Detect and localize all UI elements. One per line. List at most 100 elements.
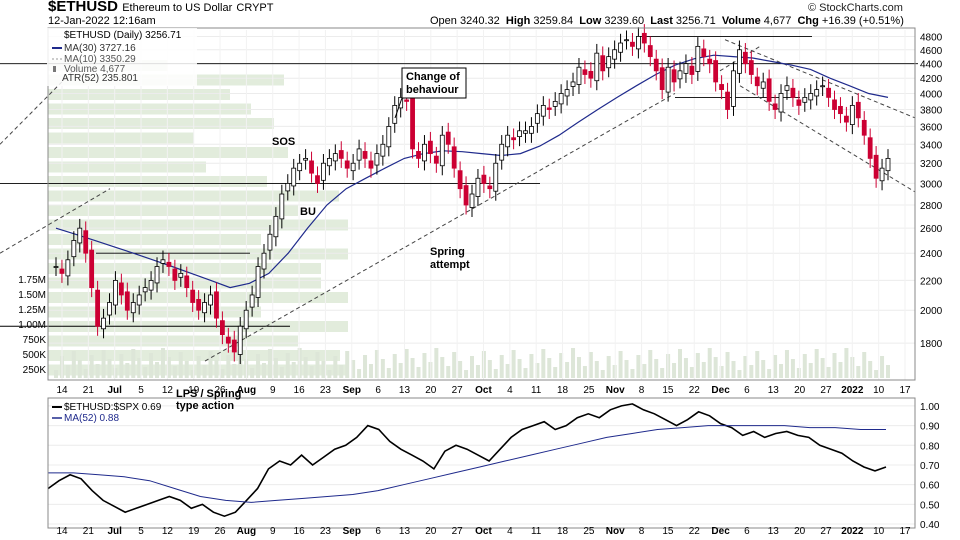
rs-tick-label: 0.80 xyxy=(920,441,940,452)
volume-bar xyxy=(683,358,688,378)
candle-body xyxy=(463,185,469,206)
candle-body xyxy=(267,233,273,251)
candle-body xyxy=(332,153,338,162)
axes: 1800 2000 2200 2400 2600 2800 3000 3200 3400 3600… xyxy=(18,27,943,537)
volume-bar xyxy=(600,370,605,378)
rs-tick-label: 1.00 xyxy=(920,402,940,413)
volume-bar xyxy=(535,363,540,378)
candle-body xyxy=(630,41,635,47)
x-tick-label: 15 xyxy=(662,385,674,396)
trend-line xyxy=(724,39,916,119)
candle-body xyxy=(380,143,386,157)
volume-bar xyxy=(398,363,403,378)
x-tick-label: Aug xyxy=(237,526,256,537)
x-tick-label: 25 xyxy=(583,385,595,396)
x-tick-label: 16 xyxy=(294,526,306,537)
candle-body xyxy=(374,153,380,166)
volume-bar xyxy=(196,356,201,378)
candle-body xyxy=(873,154,879,179)
candle-body xyxy=(855,101,861,119)
volume-bar xyxy=(814,349,819,378)
price-tick-label: 2800 xyxy=(920,201,943,212)
rs-frame xyxy=(47,397,916,529)
x-tick-label: 12 xyxy=(162,526,174,537)
volume-bar xyxy=(695,353,700,378)
annotations: Change of behaviour SOS BU Spring attemp… xyxy=(176,67,470,412)
x-tick-label: 20 xyxy=(425,385,437,396)
candle-body xyxy=(475,177,481,197)
volume-bar xyxy=(202,365,207,378)
volume-bar xyxy=(784,350,789,378)
candle-body xyxy=(552,100,558,107)
volume-bar xyxy=(838,362,843,378)
volume-bar xyxy=(767,369,772,378)
volume-bar xyxy=(262,363,266,378)
volume-bar xyxy=(707,348,712,378)
volume-bar xyxy=(309,366,314,378)
candle-body xyxy=(445,131,451,145)
candle-body xyxy=(885,157,891,172)
volume-bar xyxy=(874,370,879,378)
price-tick-label: 3800 xyxy=(920,106,943,117)
volume-bar xyxy=(654,359,659,378)
candle-body xyxy=(160,259,166,264)
candle-body xyxy=(505,134,511,148)
candle-body xyxy=(748,60,754,75)
candle-body xyxy=(255,266,261,298)
candle-body xyxy=(493,162,499,192)
candle-body xyxy=(190,289,196,303)
candle-body xyxy=(618,42,623,53)
volume-tick-label: 1.25M xyxy=(18,305,46,316)
candle-body xyxy=(315,175,320,184)
candle-body xyxy=(208,294,213,306)
volume-bar xyxy=(137,358,142,378)
vbp-bar xyxy=(48,335,298,347)
volume-bar xyxy=(297,348,302,378)
volume-bar xyxy=(208,351,213,378)
volume-bar xyxy=(749,365,754,378)
candle-body xyxy=(487,185,493,190)
candle-body xyxy=(683,63,689,74)
volume-bar xyxy=(232,364,237,378)
volume-tick-label: 250K xyxy=(23,365,47,376)
x-tick-label: 27 xyxy=(820,385,832,396)
rs-legend-ratio: $ETHUSD:$SPX 0.69 xyxy=(64,402,162,413)
candle-body xyxy=(124,291,130,311)
price-tick-label: 3600 xyxy=(920,122,943,133)
volume-bar xyxy=(226,355,231,378)
chg-label: Chg xyxy=(797,15,819,27)
annotation-bu: BU xyxy=(300,206,316,218)
volume-bar xyxy=(303,357,308,378)
volume-bar xyxy=(166,357,171,378)
candle-body xyxy=(564,89,570,97)
candle-body xyxy=(725,91,730,110)
candle-body xyxy=(439,134,445,167)
volume-bar xyxy=(737,370,742,378)
x-tick-label: 13 xyxy=(399,385,411,396)
candle-body xyxy=(422,143,427,162)
annotation-change-2: behaviour xyxy=(406,84,459,96)
candle-body xyxy=(540,105,546,117)
candle-body xyxy=(303,157,309,161)
volume-bar xyxy=(612,365,617,378)
x-tick-label: Nov xyxy=(606,385,625,396)
candle-body xyxy=(760,81,766,89)
candle-body xyxy=(849,105,855,126)
candle-body xyxy=(742,51,748,65)
x-tick-label: 4 xyxy=(507,526,513,537)
trend-line xyxy=(739,85,916,193)
candle-body xyxy=(279,193,285,220)
candle-body xyxy=(154,266,160,284)
x-tick-label: Jul xyxy=(107,385,122,396)
volume-bar xyxy=(374,350,379,378)
x-tick-label: 9 xyxy=(270,385,276,396)
candle-body xyxy=(701,48,707,58)
legend-price: $ETHUSD (Daily) 3256.71 xyxy=(64,30,182,41)
legend: $ETHUSD (Daily) 3256.71 MA(30) 3727.16 M… xyxy=(47,28,197,86)
volume-bar xyxy=(440,357,445,378)
volume-bar xyxy=(802,354,807,378)
x-tick-label: 16 xyxy=(294,385,306,396)
annotation-sos: SOS xyxy=(272,136,295,148)
x-tick-label: 19 xyxy=(188,526,200,537)
x-tick-label: 13 xyxy=(768,385,780,396)
